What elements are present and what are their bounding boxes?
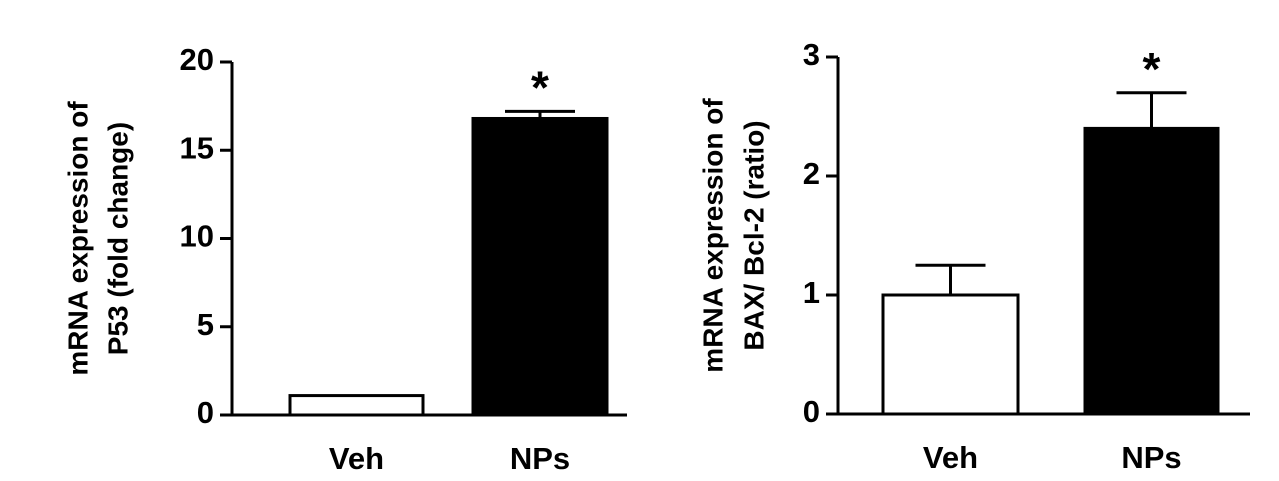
bar: [471, 116, 609, 417]
y-tick-label: 15: [180, 130, 214, 165]
y-tick-label: 20: [180, 42, 214, 77]
y-axis-label: BAX/ Bcl-2 (ratio): [738, 120, 769, 350]
bar: [288, 394, 425, 417]
significance-mark: *: [531, 62, 549, 114]
y-tick-label: 3: [803, 37, 820, 72]
y-axis-label: P53 (fold change): [102, 122, 133, 355]
y-tick-label: 0: [803, 394, 820, 429]
y-axis-label: mRNA expression of: [62, 101, 93, 376]
y-tick-label: 0: [197, 395, 214, 430]
chart: mRNA expression of P53 (fold change) 0 5 10 1…: [62, 42, 627, 476]
y-tick-label: 5: [197, 307, 214, 342]
chart: mRNA expression of BAX/ Bcl-2 (ratio) 0 1 2 3…: [697, 37, 1250, 475]
y-tick-label: 2: [803, 156, 820, 191]
bar: [881, 293, 1020, 416]
x-tick-label: NPs: [510, 441, 570, 476]
significance-mark: *: [1143, 43, 1161, 95]
x-tick-label: Veh: [923, 440, 978, 475]
y-tick-label: 1: [803, 275, 820, 310]
x-tick-label: Veh: [329, 441, 384, 476]
y-axis-label: mRNA expression of: [697, 98, 728, 373]
bar: [1083, 126, 1220, 416]
y-tick-label: 10: [180, 219, 214, 254]
x-tick-label: NPs: [1121, 440, 1181, 475]
